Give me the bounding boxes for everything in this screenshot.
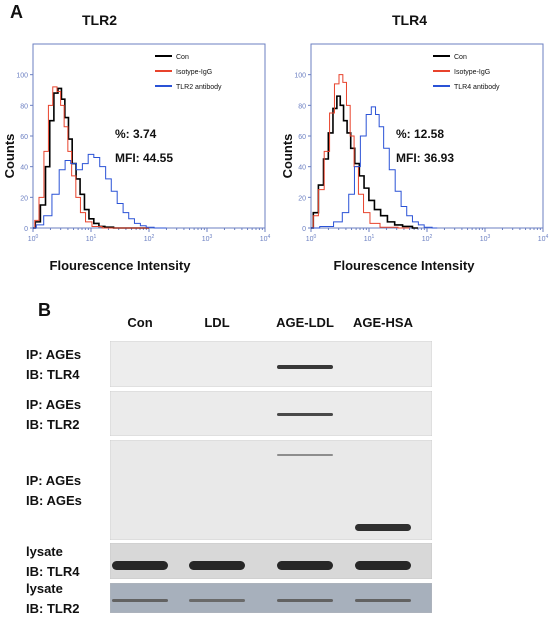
chart-title-tlr2: TLR2 — [82, 12, 117, 28]
ip-label: IP: AGEs — [26, 347, 82, 362]
blot-membrane — [110, 583, 432, 613]
blot-membrane — [110, 440, 432, 540]
y-tick-label: 80 — [298, 103, 306, 110]
chart-title-tlr4: TLR4 — [392, 12, 427, 28]
y-tick-label: 60 — [20, 134, 28, 141]
y-tick-label: 0 — [24, 226, 28, 233]
y-tick-label: 60 — [298, 134, 306, 141]
y-tick-label: 20 — [298, 195, 306, 202]
blot-band — [355, 561, 411, 570]
ib-label: IB: AGEs — [26, 493, 82, 508]
blot-band — [277, 365, 333, 369]
legend-label: Isotype-IgG — [454, 69, 490, 76]
x-tick-label: 100 — [28, 234, 39, 243]
blot-label: IP: AGEs IB: TLR2 — [26, 396, 82, 432]
mfi-annotation: MFI: 36.93 — [396, 151, 454, 165]
lane-labels: Con LDL AGE-LDL AGE-HSA — [0, 315, 550, 335]
y-tick-label: 0 — [302, 226, 306, 233]
blot-band — [355, 599, 411, 602]
y-tick-label: 20 — [20, 195, 28, 202]
legend-label: TLR4 antibody — [454, 84, 500, 91]
blot-band — [189, 599, 245, 602]
ib-label: IB: TLR4 — [26, 564, 80, 579]
ib-label: IB: TLR2 — [26, 416, 80, 432]
y-tick-label: 100 — [294, 73, 306, 80]
panel-letter-b: B — [38, 300, 51, 320]
membrane-bg — [110, 341, 432, 387]
legend-label: Con — [176, 54, 189, 61]
lane-label: AGE-HSA — [353, 315, 413, 330]
series-line-2 — [33, 86, 149, 229]
x-tick-label: 104 — [260, 234, 271, 243]
blot-band — [277, 561, 333, 570]
series-line-2 — [311, 74, 410, 229]
blot-band — [355, 524, 411, 531]
membrane-bg — [110, 440, 432, 540]
y-tick-label: 100 — [16, 73, 28, 80]
ip-label: IP: AGEs — [26, 396, 82, 412]
x-tick-label: 100 — [306, 234, 317, 243]
series-line-1 — [311, 95, 419, 229]
legend-label: Con — [454, 54, 467, 61]
lane-label: AGE-LDL — [276, 315, 334, 330]
membrane-bg — [110, 583, 432, 613]
plot-frame — [32, 43, 266, 229]
histogram-tlr4: 0 20 40 60 80 100 100 101 102 103 104 Counts Floures… — [280, 43, 549, 273]
blot-band — [112, 561, 168, 570]
x-tick-label: 103 — [202, 234, 213, 243]
legend-label: Isotype-IgG — [176, 69, 212, 76]
lane-label: LDL — [204, 315, 230, 330]
blot-band — [277, 413, 333, 416]
x-tick-label: 104 — [538, 234, 549, 243]
ib-label: IB: TLR4 — [26, 367, 80, 382]
x-tick-label: 103 — [480, 234, 491, 243]
x-tick-label: 101 — [364, 234, 375, 243]
blot-membrane — [110, 341, 432, 387]
ib-label: IB: TLR2 — [26, 601, 80, 616]
histogram-tlr2: 0 20 40 60 80 100 100 101 102 103 104 Counts Floures… — [2, 43, 271, 273]
y-tick-label: 40 — [298, 165, 306, 172]
blot-band — [277, 454, 333, 456]
blot-label: lysate IB: TLR4 — [26, 545, 79, 579]
blot-band — [277, 599, 333, 602]
y-tick-label: 80 — [20, 103, 28, 110]
percent-annotation: %: 3.74 — [115, 127, 157, 141]
series-line-3 — [33, 153, 167, 229]
x-axis-label: Flourescence Intensity — [50, 258, 192, 273]
blot-membrane — [110, 391, 432, 436]
y-axis-label: Counts — [280, 134, 295, 179]
x-tick-label: 102 — [144, 234, 155, 243]
blot-band — [189, 561, 245, 570]
blot-band — [112, 599, 168, 602]
x-tick-label: 101 — [86, 234, 97, 243]
x-axis-label: Flourescence Intensity — [334, 258, 476, 273]
panel-letter-a: A — [10, 2, 23, 22]
blot-label: IP: AGEs IB: AGEs — [26, 474, 82, 508]
ip-label: IP: AGEs — [26, 473, 82, 488]
series-line-3 — [311, 106, 438, 229]
y-tick-label: 40 — [20, 165, 28, 172]
blot-label: IP: AGEs IB: TLR4 — [26, 348, 81, 382]
mfi-annotation: MFI: 44.55 — [115, 151, 173, 165]
blot-membrane — [110, 543, 432, 579]
ip-label: lysate — [26, 581, 63, 596]
blot-label: lysate IB: TLR2 — [26, 582, 79, 616]
ip-label: lysate — [26, 544, 63, 559]
x-tick-label: 102 — [422, 234, 433, 243]
legend-label: TLR2 antibody — [176, 84, 222, 91]
percent-annotation: %: 12.58 — [396, 127, 444, 141]
membrane-bg — [110, 391, 432, 436]
y-axis-label: Counts — [2, 134, 17, 179]
lane-label: Con — [127, 315, 153, 330]
